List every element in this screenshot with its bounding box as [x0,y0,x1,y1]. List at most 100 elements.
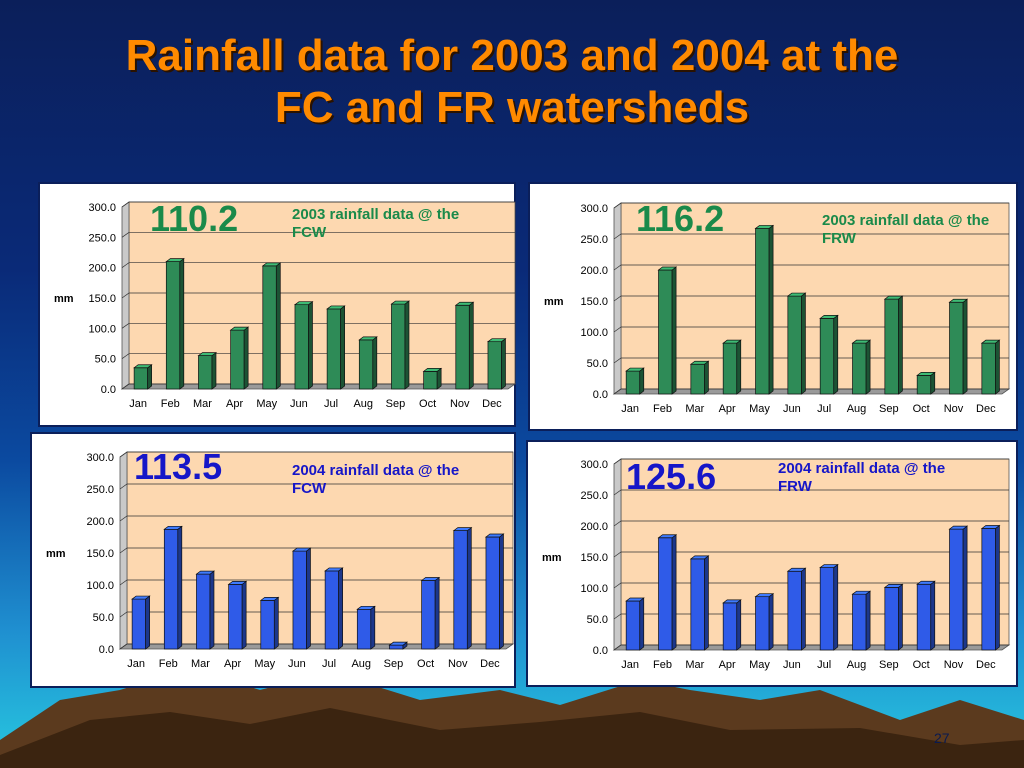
x-tick-label: Jun [288,658,306,670]
x-tick-label: Aug [351,658,371,670]
gridline [121,383,515,390]
x-tick-label: Dec [976,403,996,415]
y-tick-label: 0.0 [99,644,114,656]
bar-jun [786,567,807,651]
gridline [613,458,1009,465]
gridline [121,201,515,208]
page-number: 27 [934,730,950,746]
x-tick-label: Oct [419,398,436,410]
bar-nov [948,298,969,395]
total-label: 110.2 [150,198,239,239]
bar-jan [625,597,645,651]
bar-dec [980,524,1001,651]
bar-jul [324,567,344,650]
gridline [119,579,513,586]
x-tick-label: Jul [817,659,831,671]
y-tick-label: 0.0 [593,645,608,657]
y-axis-label: mm [54,293,74,305]
bar-jul [819,314,839,395]
x-tick-label: Nov [944,403,964,415]
y-tick-label: 100.0 [86,580,114,592]
bar-feb [657,266,678,395]
y-tick-label: 50.0 [587,614,608,626]
bar-aug [851,590,872,651]
y-tick-label: 300.0 [580,203,608,215]
chart-caption: 2004 rainfall data @ the FCW [292,462,460,497]
bar-feb [657,534,678,651]
chart-panel-2003-fcw: 0.0 50.0 100.0 150.0 200.0 250.0 300.0 mm Jan Feb… [38,182,517,427]
x-tick-label: Mar [193,398,212,410]
y-axis-label: mm [542,552,562,564]
bar-may [261,262,282,390]
bar-jan [625,367,645,395]
x-tick-label: Jan [129,398,147,410]
bar-jun [786,292,807,395]
x-tick-label: Mar [685,403,704,415]
y-tick-label: 50.0 [587,358,608,370]
slide-title-line1: Rainfall data for 2003 and 2004 at the [125,31,899,80]
chart-caption: 2003 rainfall data @ the FRW [822,212,990,247]
bar-may [259,596,280,650]
x-tick-label: Jun [783,403,801,415]
total-label: 113.5 [134,446,223,487]
x-tick-label: Dec [482,398,502,410]
x-tick-label: Oct [417,658,434,670]
bar-sep [883,583,904,651]
bar-aug [358,336,378,390]
total-label: 125.6 [626,456,717,497]
y-tick-label: 150.0 [580,552,608,564]
gridline [613,613,1009,620]
x-tick-label: Apr [719,403,736,415]
y-axis-label: mm [544,296,564,308]
bar-mar [197,351,218,390]
y-tick-label: 200.0 [580,521,608,533]
y-tick-label: 50.0 [93,612,114,624]
slide-title-line2: FC and FR watersheds [274,83,750,132]
x-tick-label: Nov [944,659,964,671]
y-tick-label: 150.0 [580,296,608,308]
y-tick-label: 200.0 [580,265,608,277]
bar-aug [851,339,872,395]
bar-apr [722,599,742,651]
x-tick-label: Sep [879,659,899,671]
x-tick-label: Oct [913,403,930,415]
bar-aug [356,605,376,650]
y-tick-label: 250.0 [88,232,116,244]
chart-panel-2004-frw: 0.0 50.0 100.0 150.0 200.0 250.0 300.0 mm Jan Feb… [526,440,1018,687]
y-tick-label: 100.0 [580,327,608,339]
bar-sep [390,300,411,390]
gridline [613,202,1009,209]
y-tick-label: 0.0 [101,384,116,396]
total-label: 116.2 [636,198,725,239]
x-tick-label: Jul [324,398,338,410]
x-tick-label: Feb [159,658,178,670]
x-tick-label: Sep [384,658,404,670]
bar-nov [948,525,969,651]
x-tick-label: Mar [685,659,704,671]
y-tick-label: 200.0 [88,263,116,275]
bar-sep [388,641,409,650]
gridline [121,322,515,329]
bar-dec [980,339,1001,395]
y-tick-label: 150.0 [88,293,116,305]
x-tick-label: May [256,398,277,410]
y-tick-label: 100.0 [580,583,608,595]
bar-chart-2003-frw: 0.0 50.0 100.0 150.0 200.0 250.0 300.0 mm Jan Feb… [544,202,1011,415]
gridline [613,295,1009,302]
x-tick-label: Apr [224,658,241,670]
x-tick-label: Feb [653,659,672,671]
x-tick-label: May [749,403,770,415]
y-tick-label: 250.0 [580,234,608,246]
y-tick-label: 250.0 [580,490,608,502]
gridline [613,520,1009,527]
bar-oct [420,576,441,650]
x-tick-label: May [254,658,275,670]
bar-feb [163,525,183,650]
y-tick-label: 0.0 [593,389,608,401]
y-tick-label: 300.0 [580,459,608,471]
bar-jan [133,364,153,390]
y-tick-label: 150.0 [86,548,114,560]
chart-caption: 2004 rainfall data @ the FRW [778,460,946,495]
gridline [119,483,513,490]
x-tick-label: Jun [783,659,801,671]
